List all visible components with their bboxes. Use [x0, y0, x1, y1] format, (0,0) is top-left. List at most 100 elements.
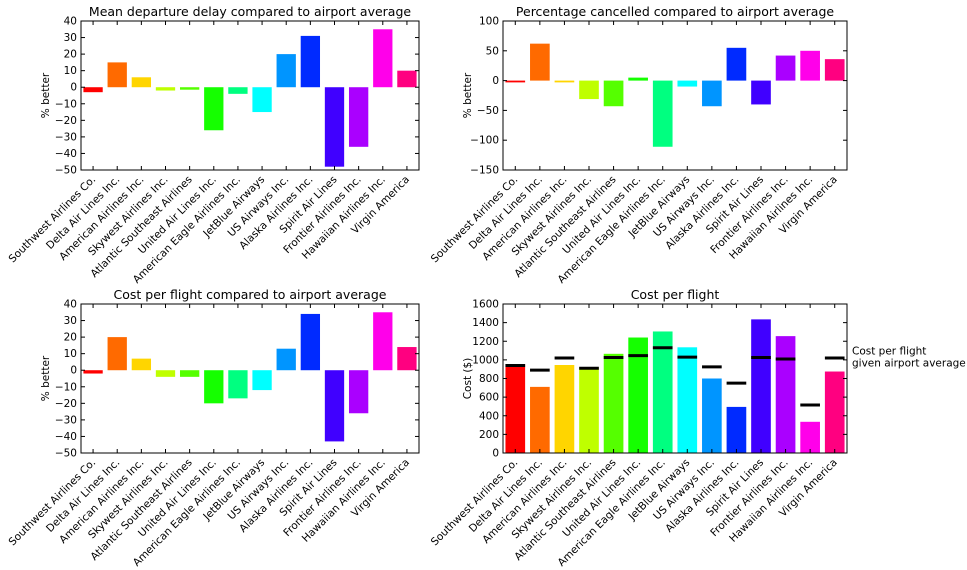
y-tick-label: −10 [55, 98, 77, 110]
axes-frame [502, 20, 848, 171]
bar [628, 337, 648, 453]
bar [131, 358, 152, 371]
bar [252, 87, 272, 113]
bar [179, 87, 200, 90]
y-axis-label: % better [40, 355, 52, 401]
axes-frame [80, 303, 420, 454]
bar [131, 77, 152, 88]
bar [505, 80, 526, 83]
y-tick-label: 0 [492, 448, 499, 460]
chart-title: Mean departure delay compared to airport… [89, 4, 411, 19]
bar [276, 348, 296, 371]
bar [800, 50, 820, 81]
bar [324, 370, 345, 442]
y-tick-label: 400 [479, 410, 499, 422]
y-tick-label: 10 [64, 348, 77, 360]
bar [348, 370, 369, 414]
y-tick-label: −50 [477, 105, 499, 117]
y-tick-label: −40 [55, 431, 77, 443]
y-tick-label: 800 [479, 373, 499, 385]
bar [775, 55, 796, 81]
bar [824, 59, 845, 81]
bar [228, 370, 248, 399]
chart-title: Percentage cancelled compared to airport… [516, 4, 834, 19]
chart-title: Cost per flight [631, 287, 720, 302]
y-tick-label: −30 [55, 131, 77, 143]
y-tick-label: 30 [64, 32, 77, 44]
bar [107, 62, 127, 88]
bar [228, 87, 248, 94]
y-axis-label: % better [462, 72, 474, 118]
y-axis-label: Cost ($) [462, 358, 474, 400]
reference-label-line: given airport average [852, 357, 966, 369]
bar [702, 80, 722, 107]
y-tick-label: −30 [55, 414, 77, 426]
y-tick-label: 0 [70, 365, 77, 377]
bar [204, 370, 224, 404]
reference-label: Cost per flight given airport average [852, 345, 966, 369]
bar [530, 43, 550, 81]
bar [107, 337, 127, 371]
bar [276, 54, 296, 88]
y-tick-label: 1200 [472, 336, 499, 348]
bar [300, 35, 321, 88]
y-tick-label: 0 [70, 82, 77, 94]
chart-title: Cost per flight compared to airport aver… [114, 287, 387, 302]
bar [554, 80, 575, 83]
reference-label-line: Cost per flight [852, 345, 926, 357]
bar [751, 80, 771, 105]
bar [652, 80, 673, 147]
y-tick-label: 600 [479, 392, 499, 404]
bar [579, 80, 599, 100]
bar [726, 406, 747, 453]
y-tick-label: 1600 [472, 299, 499, 311]
bar [554, 365, 575, 453]
y-tick-label: −50 [55, 165, 77, 177]
y-tick-label: 50 [486, 45, 499, 57]
y-tick-label: −20 [55, 398, 77, 410]
bar [252, 370, 272, 391]
bar [204, 87, 224, 131]
bar [397, 347, 417, 371]
y-tick-label: 0 [492, 75, 499, 87]
bar [775, 336, 796, 453]
bar [677, 80, 698, 87]
y-tick-label: 40 [64, 299, 77, 311]
bar [702, 378, 722, 453]
bar [652, 331, 673, 453]
y-tick-label: 1000 [472, 354, 499, 366]
y-tick-label: −10 [55, 381, 77, 393]
bar [373, 29, 393, 88]
y-tick-label: 20 [64, 49, 77, 61]
y-tick-label: 40 [64, 16, 77, 28]
bar [530, 386, 550, 453]
y-tick-label: 100 [479, 16, 499, 28]
bar [677, 347, 698, 453]
bar [155, 87, 176, 91]
bar [603, 80, 624, 107]
bar [726, 47, 747, 81]
bar [300, 313, 321, 371]
bar [579, 367, 599, 453]
bar [179, 370, 200, 377]
y-tick-label: −20 [55, 115, 77, 127]
bar [83, 87, 103, 93]
bar [800, 421, 820, 453]
bar [324, 87, 345, 167]
bar [824, 371, 845, 453]
bar [397, 70, 417, 88]
axes-frame [80, 20, 420, 171]
y-tick-label: −100 [470, 135, 499, 147]
y-tick-label: −40 [55, 148, 77, 160]
y-tick-label: −50 [55, 448, 77, 460]
bar [603, 353, 624, 453]
bar [83, 370, 103, 374]
y-tick-label: 30 [64, 315, 77, 327]
y-tick-label: 200 [479, 429, 499, 441]
y-tick-label: 20 [64, 332, 77, 344]
bar [155, 370, 176, 377]
